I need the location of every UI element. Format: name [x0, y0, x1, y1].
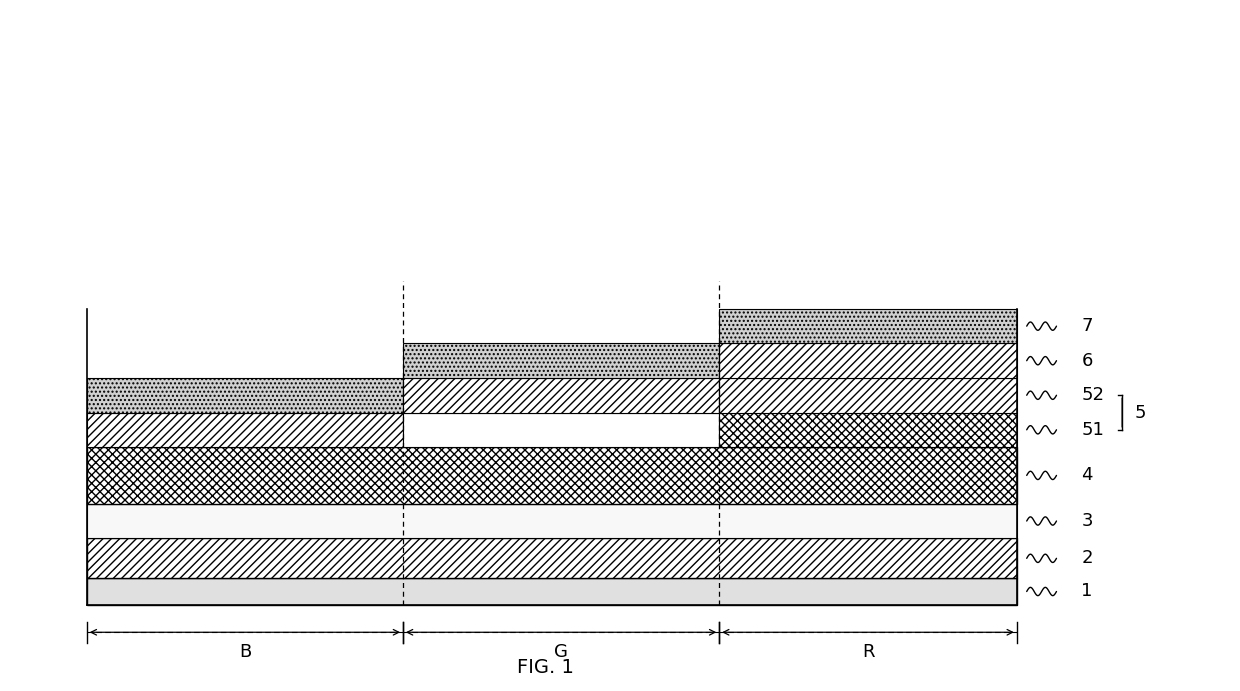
FancyBboxPatch shape: [403, 343, 719, 378]
Text: 52: 52: [1081, 386, 1105, 404]
Text: FIG. 1: FIG. 1: [517, 659, 574, 677]
FancyBboxPatch shape: [87, 504, 1017, 538]
FancyBboxPatch shape: [87, 578, 1017, 605]
Text: 51: 51: [1081, 421, 1104, 439]
FancyBboxPatch shape: [87, 413, 403, 447]
FancyBboxPatch shape: [87, 538, 1017, 578]
Text: 1: 1: [1081, 583, 1092, 600]
Text: R: R: [862, 643, 874, 661]
Text: G: G: [554, 643, 568, 661]
FancyBboxPatch shape: [403, 378, 719, 413]
Text: 2: 2: [1081, 549, 1092, 567]
Text: 6: 6: [1081, 352, 1092, 370]
Text: 5: 5: [1135, 404, 1146, 422]
Text: 3: 3: [1081, 512, 1092, 530]
Text: 7: 7: [1081, 317, 1092, 335]
FancyBboxPatch shape: [719, 413, 1017, 447]
FancyBboxPatch shape: [719, 378, 1017, 413]
Text: B: B: [239, 643, 250, 661]
FancyBboxPatch shape: [719, 343, 1017, 378]
Text: 4: 4: [1081, 466, 1092, 484]
FancyBboxPatch shape: [87, 447, 1017, 504]
FancyBboxPatch shape: [719, 309, 1017, 343]
FancyBboxPatch shape: [403, 413, 719, 447]
FancyBboxPatch shape: [87, 378, 403, 413]
